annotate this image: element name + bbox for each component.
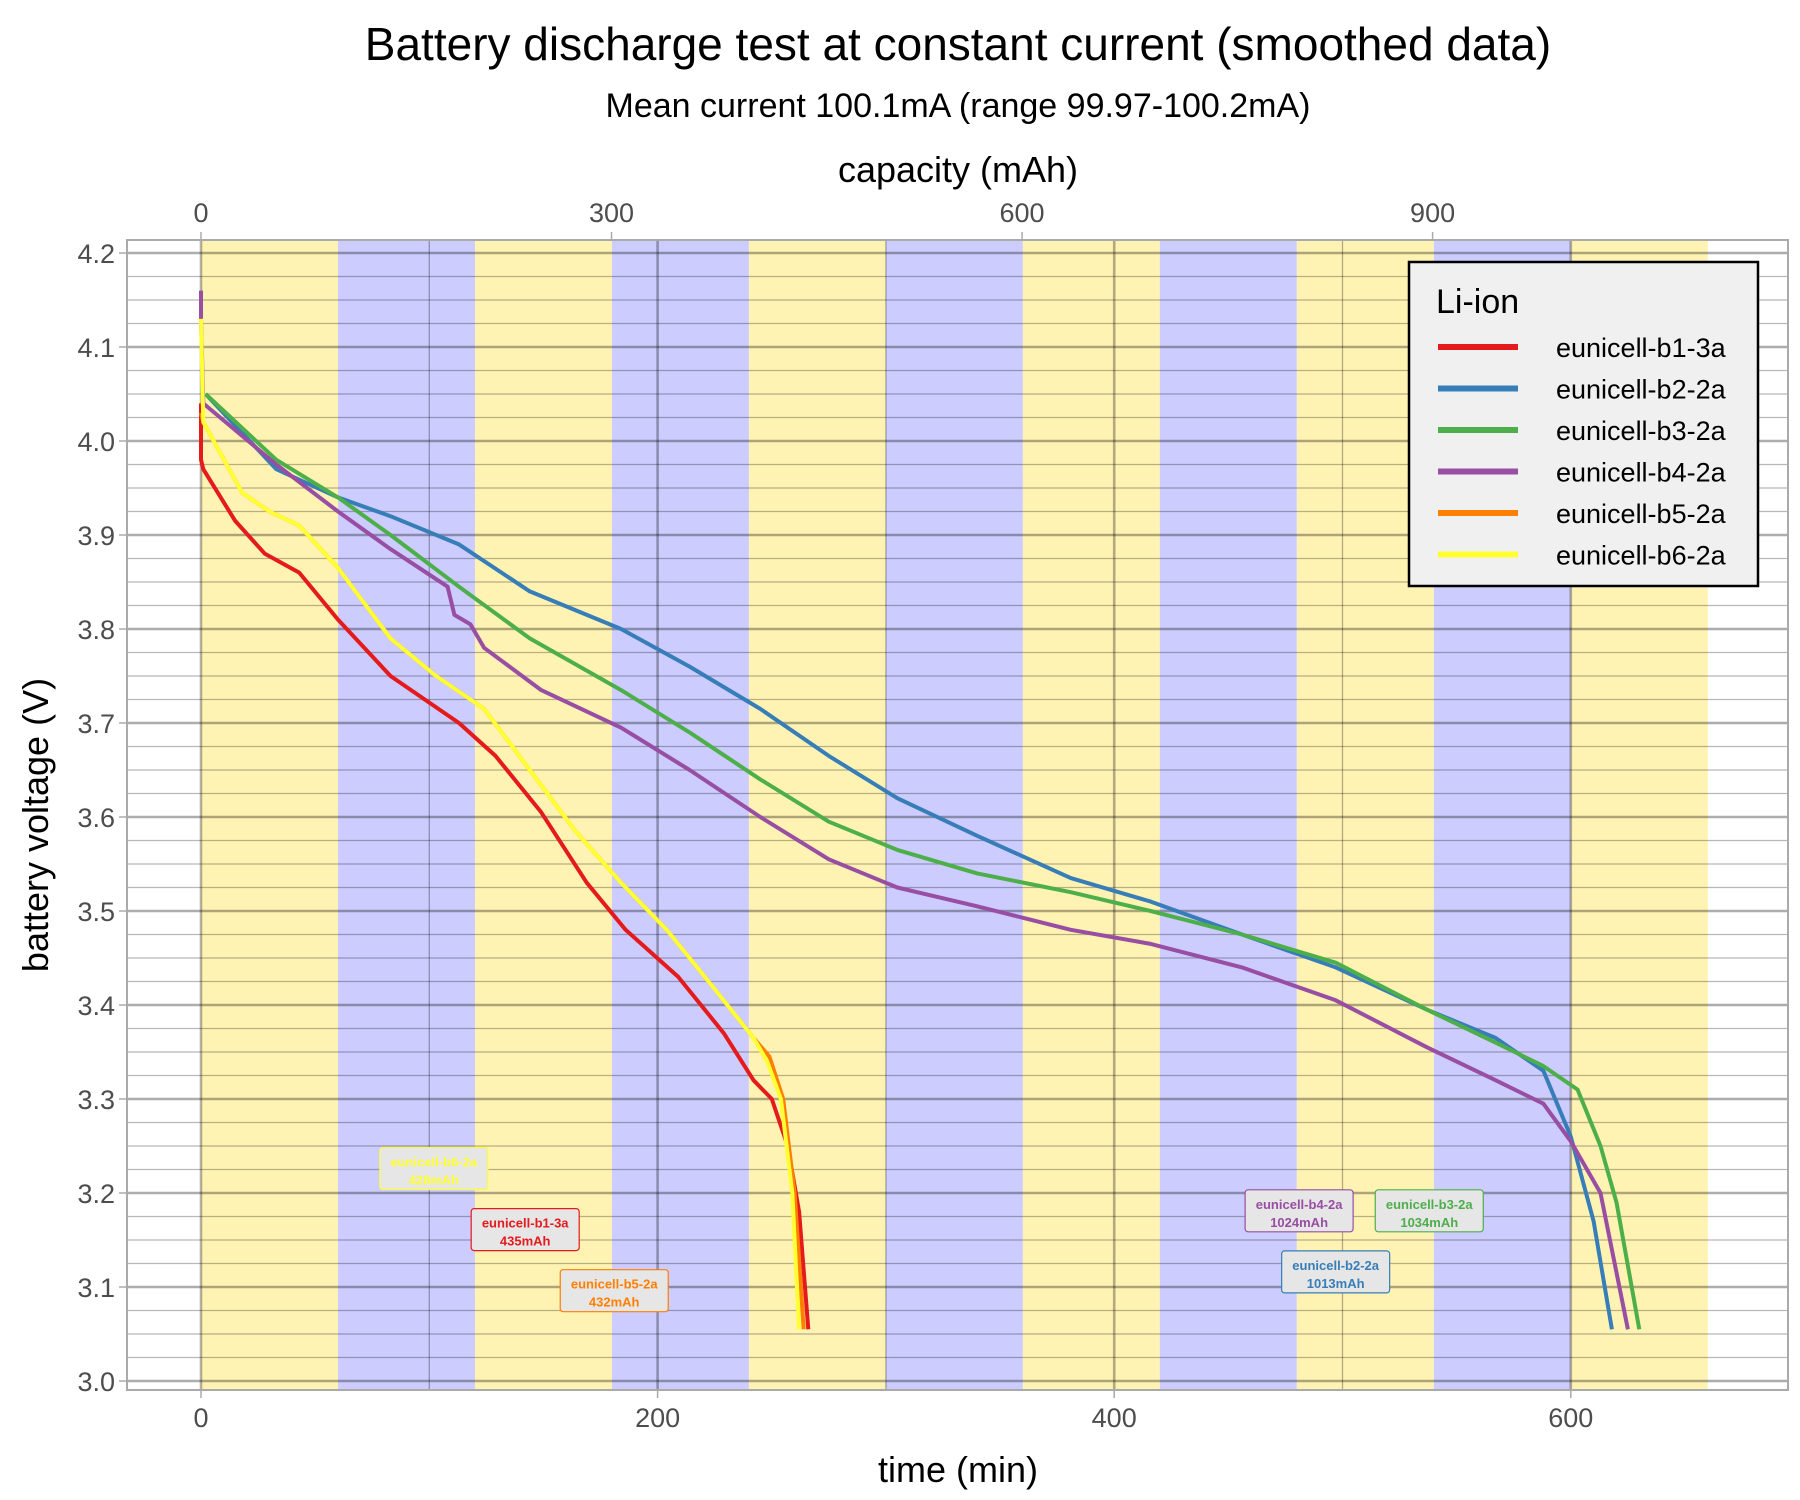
y-axis-title: battery voltage (V) [15, 678, 56, 972]
capacity-label-value: 432mAh [589, 1295, 640, 1310]
capacity-label: eunicell-b6-2a 428mAh [379, 1146, 489, 1191]
chart-subtitle: Mean current 100.1mA (range 99.97-100.2m… [606, 87, 1311, 125]
legend-label: eunicell-b4-2a [1556, 458, 1727, 488]
capacity-label-box [470, 1207, 580, 1252]
legend: Li-ion eunicell-b1-3a eunicell-b2-2a eunic… [1407, 260, 1760, 588]
x-axis: 0 200 400 600 [193, 1390, 1593, 1433]
capacity-label-box [379, 1146, 489, 1191]
background-band [885, 240, 1023, 1390]
background-band [201, 240, 338, 1390]
capacity-label-value: 1013mAh [1307, 1276, 1365, 1291]
capacity-label-value: 428mAh [409, 1173, 460, 1188]
capacity-labels: eunicell-b1-3a 435mAh eunicell-b2-2a 1013mA… [379, 1146, 1484, 1313]
x2-axis-title: capacity (mAh) [838, 149, 1078, 190]
legend-item: eunicell-b5-2a [1438, 499, 1727, 529]
legend-label: eunicell-b1-3a [1556, 333, 1727, 363]
series-line-eunicell-b3-2a [204, 392, 1642, 1330]
y-tick-label: 3.1 [77, 1273, 115, 1303]
capacity-label-name: eunicell-b2-2a [1292, 1258, 1379, 1273]
y-tick-label: 3.9 [77, 521, 115, 551]
capacity-label-name: eunicell-b1-3a [482, 1216, 569, 1231]
y-tick-label: 3.8 [77, 615, 115, 645]
y-tick-label: 3.4 [77, 991, 115, 1021]
y-tick-label: 3.0 [77, 1367, 115, 1397]
capacity-label-box [1281, 1250, 1391, 1294]
x2-tick-label: 300 [589, 198, 634, 228]
legend-label: eunicell-b6-2a [1556, 541, 1727, 571]
x-tick-label: 600 [1548, 1403, 1593, 1433]
legend-item: eunicell-b6-2a [1438, 541, 1727, 571]
x2-tick-label: 900 [1410, 198, 1455, 228]
x2-tick-label: 600 [1000, 198, 1045, 228]
capacity-label: eunicell-b5-2a 432mAh [559, 1269, 669, 1313]
capacity-label-value: 1024mAh [1270, 1215, 1328, 1230]
capacity-label-box [1374, 1189, 1484, 1233]
capacity-label: eunicell-b4-2a 1024mAh [1244, 1189, 1354, 1233]
x2-axis: 0 300 600 900 [193, 198, 1455, 240]
background-band [1022, 240, 1160, 1390]
capacity-label: eunicell-b2-2a 1013mAh [1281, 1250, 1391, 1294]
y-tick-label: 3.7 [77, 709, 115, 739]
x-tick-label: 0 [193, 1403, 208, 1433]
y-tick-label: 3.3 [77, 1085, 115, 1115]
background-band [337, 240, 475, 1390]
series-line-eunicell-b4-2a [199, 290, 1630, 1330]
legend-label: eunicell-b5-2a [1556, 499, 1727, 529]
capacity-label-name: eunicell-b4-2a [1256, 1197, 1343, 1212]
capacity-label-value: 1034mAh [1400, 1215, 1458, 1230]
legend-item: eunicell-b2-2a [1438, 375, 1727, 405]
capacity-label-value: 435mAh [500, 1234, 551, 1249]
y-tick-label: 3.2 [77, 1179, 115, 1209]
capacity-label-box [1244, 1189, 1354, 1233]
legend-title: Li-ion [1436, 283, 1519, 321]
panel-border [126, 239, 1789, 1391]
x2-tick-label: 0 [193, 198, 208, 228]
series-lines [199, 290, 1642, 1330]
legend-item: eunicell-b3-2a [1438, 416, 1727, 446]
y-tick-label: 4.2 [77, 239, 115, 269]
capacity-label-box [559, 1269, 669, 1313]
x-tick-label: 200 [635, 1403, 680, 1433]
capacity-label-name: eunicell-b6-2a [391, 1155, 478, 1170]
capacity-label-name: eunicell-b3-2a [1386, 1197, 1473, 1212]
x-tick-label: 400 [1092, 1403, 1137, 1433]
y-axis: 3.0 3.1 3.2 3.3 3.4 3.5 3.6 3.7 3.8 3.9 4.0 4.1 4.2 [77, 239, 127, 1397]
y-tick-label: 3.5 [77, 897, 115, 927]
chart-title: Battery discharge test at constant curre… [365, 18, 1551, 70]
legend-label: eunicell-b2-2a [1556, 375, 1727, 405]
y-tick-label: 4.0 [77, 427, 115, 457]
capacity-label: eunicell-b1-3a 435mAh [470, 1207, 580, 1252]
series-line-eunicell-b1-3a [199, 403, 811, 1330]
capacity-label-name: eunicell-b5-2a [571, 1277, 658, 1292]
legend-item: eunicell-b1-3a [1438, 333, 1727, 363]
legend-label: eunicell-b3-2a [1556, 416, 1727, 446]
background-band [611, 240, 749, 1390]
capacity-label: eunicell-b3-2a 1034mAh [1374, 1189, 1484, 1233]
legend-item: eunicell-b4-2a [1438, 458, 1727, 488]
y-tick-label: 4.1 [77, 333, 115, 363]
x-axis-title: time (min) [878, 1449, 1038, 1490]
y-tick-label: 3.6 [77, 803, 115, 833]
series-line-eunicell-b6-2a [199, 318, 802, 1330]
